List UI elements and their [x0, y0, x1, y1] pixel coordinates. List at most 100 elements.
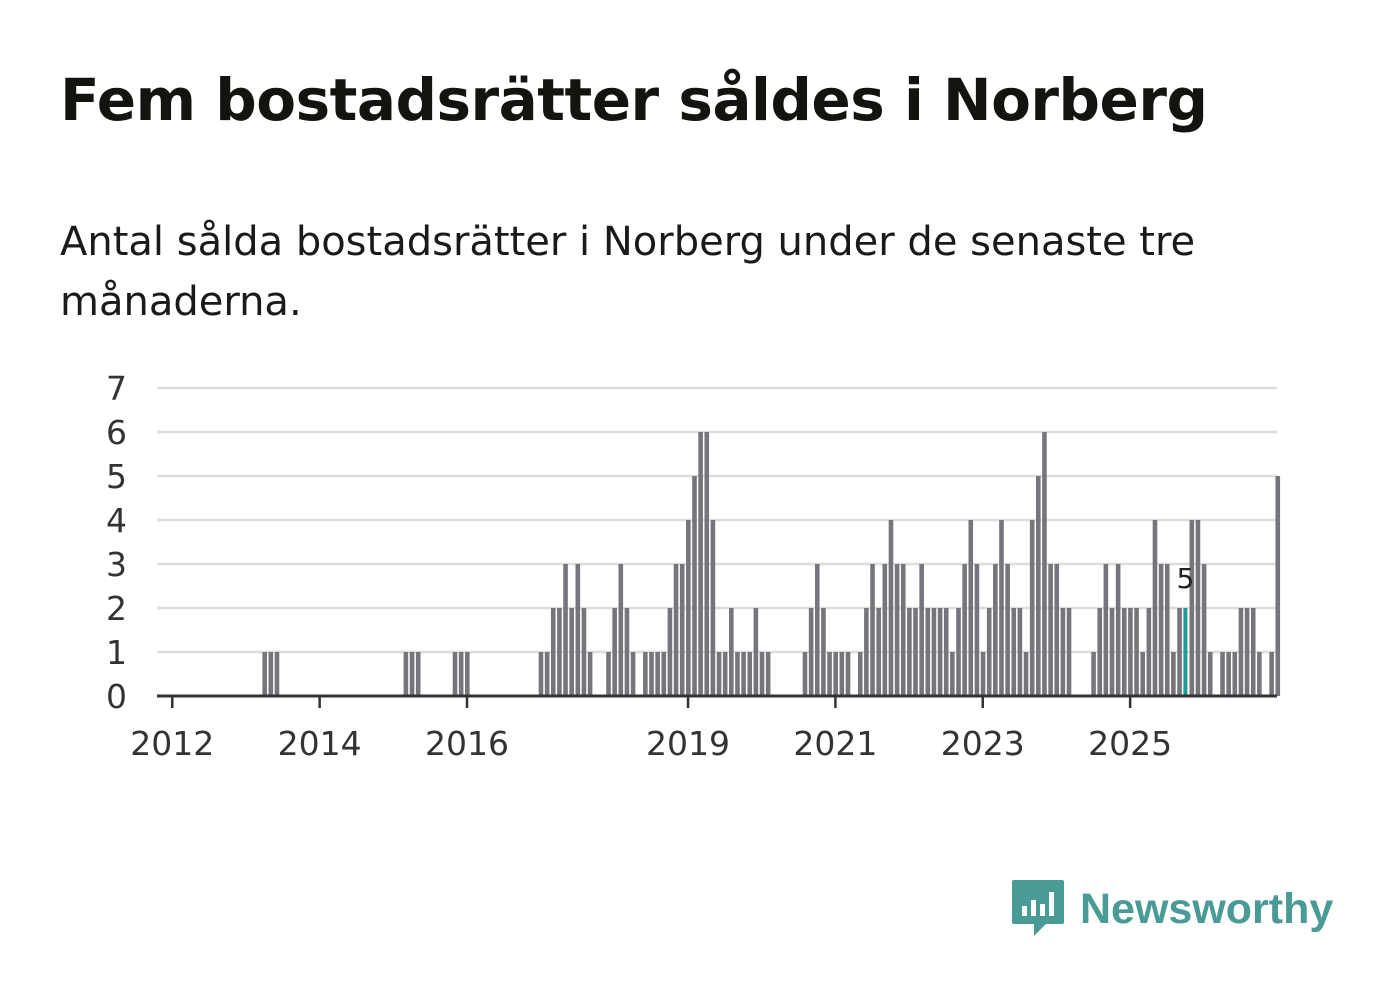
bar: [839, 652, 845, 696]
bar: [1177, 608, 1182, 696]
bar: [1232, 652, 1238, 696]
bar: [655, 652, 660, 696]
bar: [1220, 652, 1225, 696]
bar: [458, 652, 464, 696]
bar: [1005, 564, 1010, 696]
bar: [993, 564, 998, 696]
bar: [544, 652, 550, 696]
bar: [403, 652, 409, 696]
bar: [753, 608, 759, 696]
bar: [950, 652, 955, 696]
x-tick-label: 2023: [941, 724, 1025, 763]
chart-subtitle: Antal sålda bostadsrätter i Norberg unde…: [60, 219, 1196, 325]
page-title: Fem bostadsrätter såldes i Norberg: [60, 66, 1208, 134]
bar: [1257, 652, 1262, 696]
x-tick-label: 2021: [793, 724, 877, 763]
bar: [1066, 608, 1072, 696]
bar: [1238, 608, 1244, 696]
bar-chart: 0 1 2 3 4 5 6 7 5 2012 2014 2016 2019 2021 2023 2025: [106, 369, 1281, 763]
bar: [1189, 520, 1195, 696]
bar: [1109, 608, 1115, 696]
x-tick-label: 2016: [425, 724, 509, 763]
brand-logo[interactable]: Newsworthy: [1010, 878, 1333, 940]
bar: [581, 608, 587, 696]
bar: [1060, 608, 1066, 696]
bar: [1244, 608, 1250, 696]
y-tick-label: 1: [106, 633, 127, 672]
bar: [575, 564, 581, 696]
y-tick-label: 3: [106, 545, 127, 584]
bar: [1054, 564, 1060, 696]
bar: [716, 652, 722, 696]
bar: [612, 608, 617, 696]
bar: [747, 652, 753, 696]
bar: [882, 564, 888, 696]
bar: [980, 652, 986, 696]
bar: [876, 608, 881, 696]
bar: [452, 652, 458, 696]
bar: [925, 608, 931, 696]
y-tick-label: 5: [106, 457, 127, 496]
bar: [618, 564, 624, 696]
bar: [1017, 608, 1023, 696]
bar: [704, 432, 710, 696]
bar: [1048, 564, 1053, 696]
bar: [1269, 652, 1274, 696]
bar: [741, 652, 746, 696]
bar: [956, 608, 961, 696]
bar: [643, 652, 648, 696]
bar: [465, 652, 470, 696]
y-tick-label: 2: [106, 589, 127, 628]
bar: [919, 564, 924, 696]
y-tick-label: 7: [106, 369, 127, 408]
bar: [729, 608, 734, 696]
bar: [1036, 476, 1041, 696]
bar: [722, 652, 728, 696]
bar: [821, 608, 826, 696]
bar: [1011, 608, 1017, 696]
bar: [913, 608, 918, 696]
bar: [1152, 520, 1158, 696]
x-tick-label: 2025: [1088, 724, 1172, 763]
bar: [686, 520, 691, 696]
bar: [692, 476, 697, 696]
bar: [1115, 564, 1121, 696]
x-tick-label: 2012: [130, 724, 214, 763]
bar: [1121, 608, 1127, 696]
bar: [415, 652, 421, 696]
bar: [765, 652, 771, 696]
bar: [673, 564, 679, 696]
bar: [550, 608, 556, 696]
bar: [943, 608, 949, 696]
bar: [900, 564, 906, 696]
bar: [649, 652, 654, 696]
bar: [557, 608, 562, 696]
bar: [1091, 652, 1096, 696]
bar: [1164, 564, 1170, 696]
bar: [1097, 608, 1103, 696]
bar: [1201, 564, 1207, 696]
bar: [759, 652, 765, 696]
bar: [894, 564, 900, 696]
bar: [667, 608, 673, 696]
bar: [1128, 608, 1133, 696]
bar: [606, 652, 611, 696]
bar: [1042, 432, 1047, 696]
bar: [268, 652, 274, 696]
bar: [1029, 520, 1035, 696]
highlight-label: 5: [1176, 562, 1194, 595]
bar: [870, 564, 875, 696]
y-tick-label: 0: [106, 677, 127, 716]
bar: [630, 652, 636, 696]
bar: [845, 652, 851, 696]
x-tick-label: 2019: [646, 724, 730, 763]
bar: [968, 520, 974, 696]
brand-name: Newsworthy: [1080, 884, 1334, 933]
bar: [409, 652, 415, 696]
bar: [857, 652, 863, 696]
bar: [569, 608, 574, 696]
bar: [1158, 564, 1164, 696]
bar: [624, 608, 630, 696]
bar: [864, 608, 869, 696]
highlight-bar: [1183, 608, 1188, 696]
